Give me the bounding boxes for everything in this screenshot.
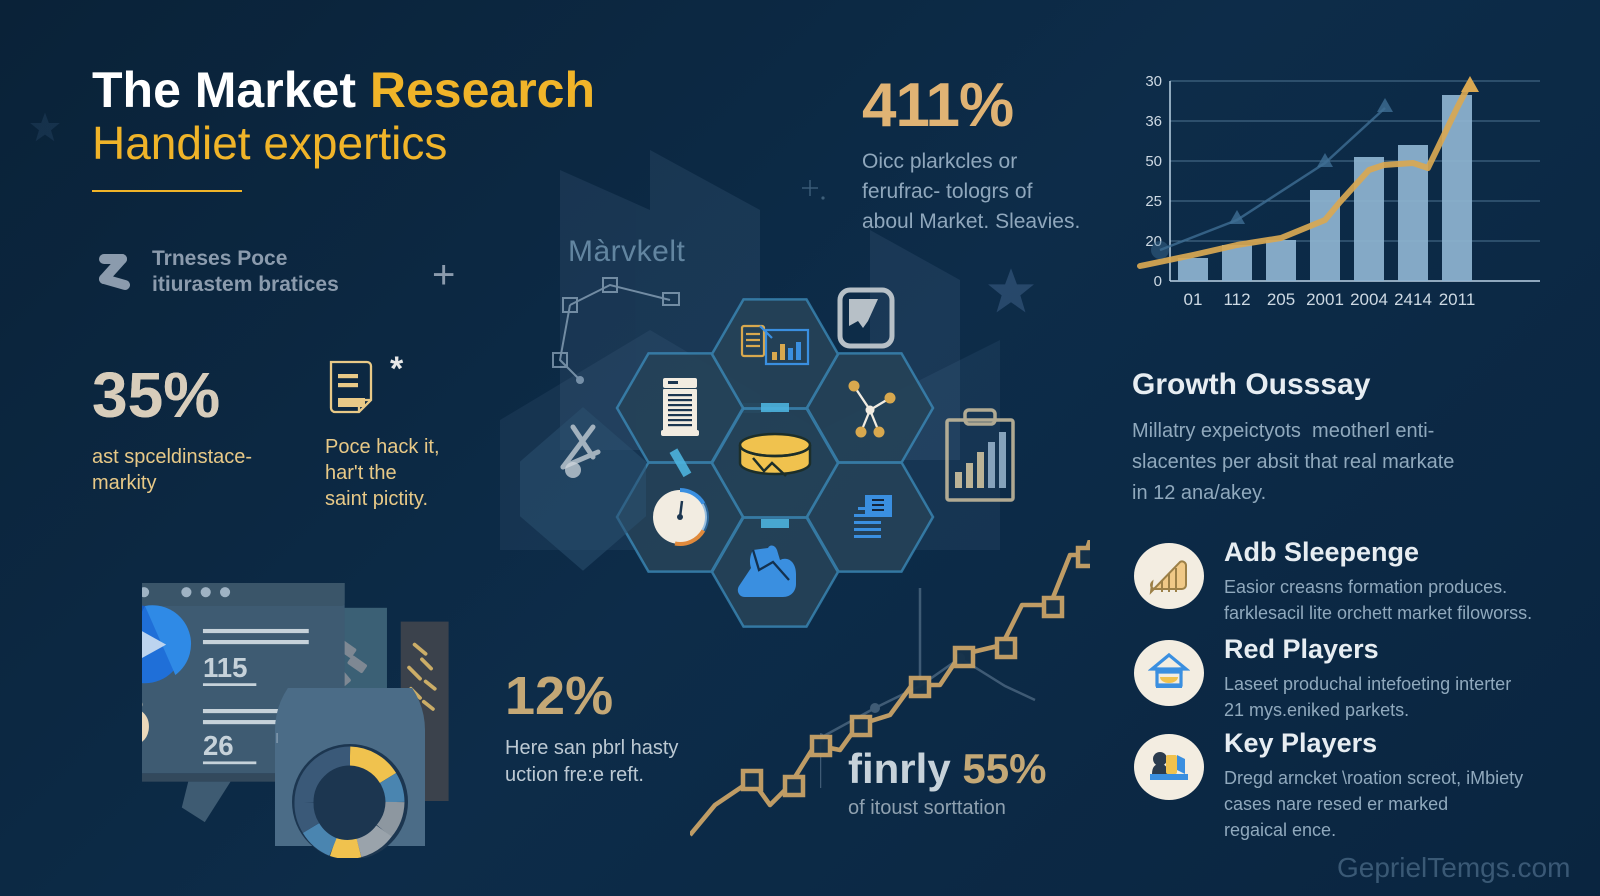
svg-text:I: I	[275, 730, 279, 747]
svg-text:112: 112	[1223, 290, 1250, 309]
svg-text:205: 205	[1267, 290, 1295, 309]
svg-text:2011: 2011	[1439, 290, 1476, 309]
svg-text:01: 01	[1184, 290, 1203, 309]
svg-text:115: 115	[203, 652, 248, 683]
svg-text:2004: 2004	[1350, 290, 1388, 309]
svg-text:26: 26	[203, 730, 234, 761]
svg-text:0: 0	[1154, 273, 1162, 290]
svg-text:2414: 2414	[1394, 290, 1432, 309]
svg-text:2001: 2001	[1306, 290, 1344, 309]
